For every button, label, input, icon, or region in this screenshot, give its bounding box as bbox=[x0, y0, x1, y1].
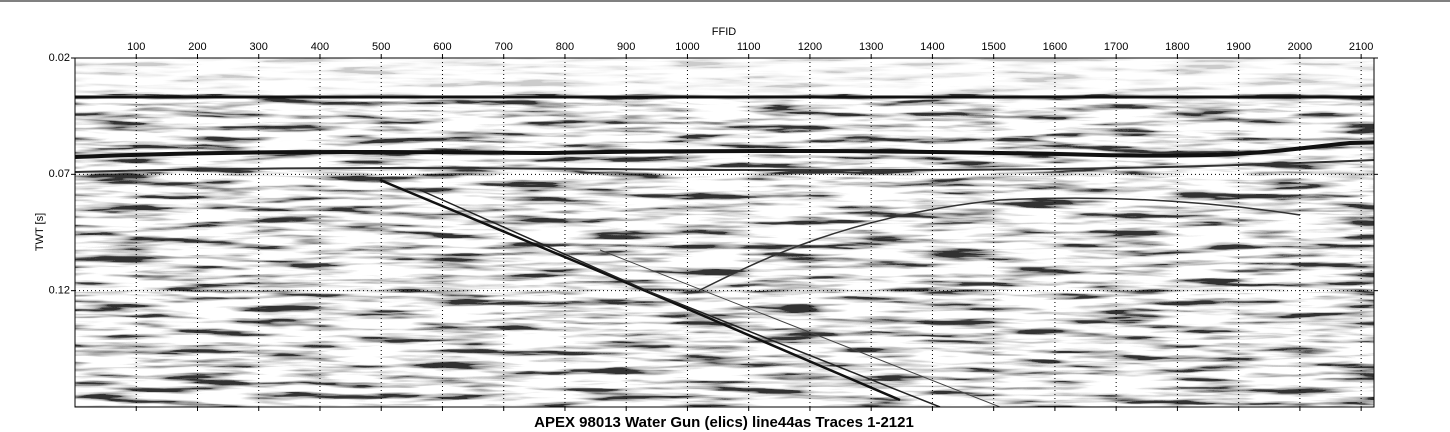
y-tick-label: 0.12 bbox=[49, 285, 70, 297]
x-tick-label: 1900 bbox=[1226, 41, 1250, 53]
x-tick-label: 2100 bbox=[1349, 41, 1373, 53]
x-tick-label: 2000 bbox=[1288, 41, 1312, 53]
x-tick-label: 1100 bbox=[737, 41, 761, 53]
y-tick-label: 0.02 bbox=[49, 52, 70, 64]
chart-title: APEX 98013 Water Gun (elics) line44as Tr… bbox=[534, 414, 914, 431]
y-tick-label: 0.07 bbox=[49, 168, 70, 180]
x-tick-label: 200 bbox=[188, 41, 206, 53]
reflector bbox=[75, 159, 1374, 173]
diagonal-event bbox=[599, 249, 1001, 407]
x-tick-label: 1400 bbox=[920, 41, 944, 53]
water-column bbox=[75, 58, 1374, 94]
x-tick-label: 1000 bbox=[675, 41, 699, 53]
x-tick-label: 1300 bbox=[859, 41, 883, 53]
main-reflector bbox=[75, 140, 1374, 159]
x-tick-label: 300 bbox=[250, 41, 268, 53]
x-tick-label: 600 bbox=[433, 41, 451, 53]
x-tick-label: 1600 bbox=[1043, 41, 1067, 53]
x-tick-label: 1700 bbox=[1104, 41, 1128, 53]
x-tick-label: 1200 bbox=[798, 41, 822, 53]
x-tick-label: 1800 bbox=[1165, 41, 1189, 53]
diagonal-event bbox=[379, 178, 901, 402]
y-axis-label: TWT [s] bbox=[34, 213, 46, 251]
x-tick-label: 500 bbox=[372, 41, 390, 53]
x-tick-label: 100 bbox=[127, 41, 145, 53]
reflector bbox=[699, 197, 1301, 291]
x-tick-label: 800 bbox=[556, 41, 574, 53]
plot-frame bbox=[74, 57, 1375, 408]
diagonal-event bbox=[419, 189, 941, 407]
x-tick-label: 700 bbox=[495, 41, 513, 53]
seismic-texture bbox=[75, 58, 1374, 407]
x-tick-label: 1500 bbox=[981, 41, 1005, 53]
x-tick-label: 400 bbox=[311, 41, 329, 53]
x-tick-label: 900 bbox=[617, 41, 635, 53]
x-axis-label: FFID bbox=[712, 26, 736, 38]
seismic-image bbox=[75, 58, 1374, 407]
